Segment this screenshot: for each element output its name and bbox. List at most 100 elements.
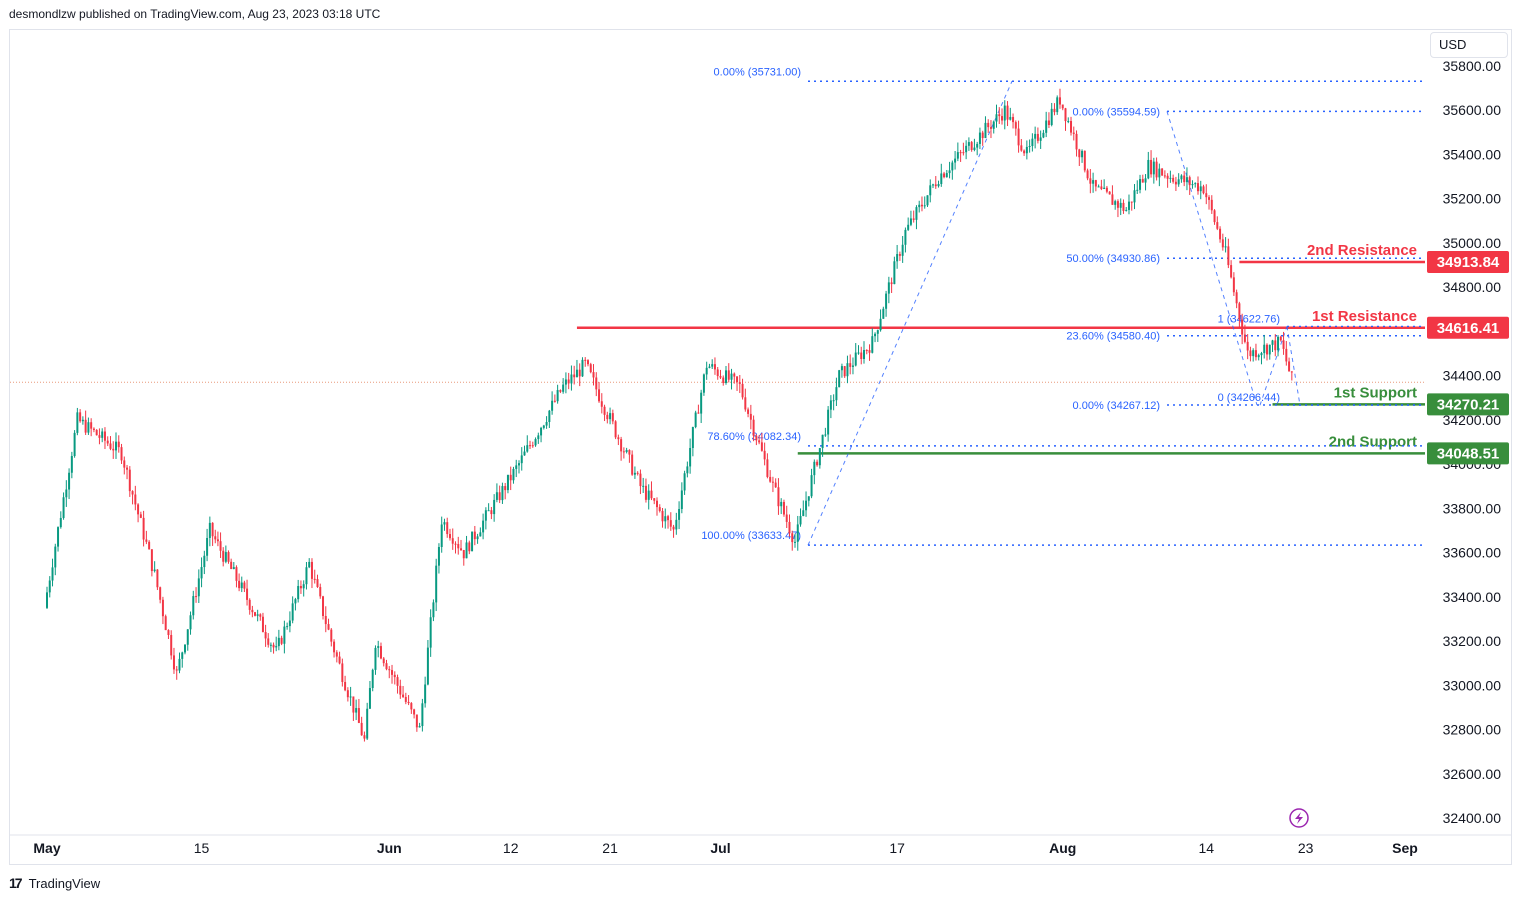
candle-body <box>995 114 998 122</box>
candle-body <box>1290 371 1293 373</box>
candle-body <box>1092 180 1095 184</box>
candle-body <box>719 376 722 378</box>
candle-body <box>705 367 708 375</box>
candle-body <box>907 224 910 230</box>
currency-button[interactable]: USD <box>1430 32 1508 58</box>
candle-body <box>1219 228 1222 240</box>
candle-body <box>1061 104 1064 109</box>
candle-body <box>1257 355 1260 358</box>
candle-body <box>562 384 565 392</box>
candle-body <box>796 524 799 542</box>
fib-level-label: 100.00% (33633.47) <box>701 530 801 542</box>
candle-body <box>396 677 399 686</box>
candle-body <box>1105 187 1108 192</box>
candle-body <box>1103 187 1106 190</box>
candle-body <box>1155 161 1158 178</box>
candle-body <box>319 587 322 597</box>
candle-body <box>451 538 454 544</box>
candle-body <box>259 614 262 617</box>
candle-body <box>371 669 374 689</box>
candle-body <box>1208 197 1211 200</box>
candle-body <box>1194 183 1197 185</box>
candle-body <box>211 522 214 537</box>
candle-body <box>1023 150 1026 154</box>
candle-body <box>391 670 394 675</box>
candle-body <box>189 615 192 630</box>
candle-body <box>929 185 932 196</box>
candle-body <box>240 582 243 589</box>
candle-body <box>103 431 106 441</box>
x-tick-label: Aug <box>1049 840 1076 856</box>
candle-body <box>722 377 725 383</box>
candle-body <box>46 592 48 608</box>
candle-body <box>609 413 612 420</box>
candle-body <box>553 400 556 402</box>
candle-body <box>1058 97 1061 105</box>
candle-body <box>509 474 512 481</box>
candle-body <box>606 414 609 420</box>
candle-body <box>161 599 164 617</box>
candle-body <box>517 463 520 466</box>
candle-body <box>799 516 802 525</box>
price-tag-label: 34913.84 <box>1437 254 1500 271</box>
candle-body <box>1191 184 1194 186</box>
candle-body <box>755 435 758 441</box>
candle-body <box>352 696 355 713</box>
candle-body <box>1232 277 1235 293</box>
candle-body <box>280 637 283 644</box>
candle-body <box>744 397 747 410</box>
candle-body <box>846 363 849 377</box>
candle-body <box>79 412 82 422</box>
candle-body <box>1265 344 1268 355</box>
candle-body <box>68 472 71 490</box>
candle-body <box>840 366 843 371</box>
candle-body <box>785 514 788 522</box>
x-tick-label: 21 <box>602 840 618 856</box>
candle-body <box>896 254 899 262</box>
candle-body <box>578 369 581 377</box>
candle-body <box>277 637 280 647</box>
candle-body <box>1185 177 1188 183</box>
candle-body <box>195 596 198 598</box>
candle-body <box>1141 179 1144 183</box>
candles <box>46 88 1293 742</box>
candle-body <box>890 282 893 285</box>
candle-body <box>1177 179 1180 185</box>
candle-body <box>523 451 526 456</box>
candle-body <box>501 486 504 501</box>
candle-body <box>1238 303 1241 320</box>
candle-body <box>650 490 653 499</box>
candle-body <box>62 497 65 518</box>
candle-body <box>584 359 587 361</box>
candle-body <box>504 486 507 491</box>
candle-body <box>1271 340 1274 345</box>
candle-body <box>421 703 424 727</box>
candle-body <box>482 520 485 533</box>
candle-body <box>1188 177 1191 186</box>
fib-level-label: 50.00% (34930.86) <box>1066 253 1160 265</box>
candle-body <box>769 476 772 482</box>
candle-body <box>711 364 714 367</box>
candle-body <box>918 204 921 208</box>
candle-body <box>248 599 251 610</box>
candle-body <box>813 461 816 476</box>
candle-body <box>109 443 112 449</box>
candle-body <box>672 526 675 530</box>
candle-body <box>1127 201 1130 210</box>
candle-body <box>137 504 140 515</box>
y-tick-label: 32400.00 <box>1443 810 1502 826</box>
candle-body <box>355 708 358 713</box>
candle-body <box>203 555 206 568</box>
candle-body <box>625 450 628 452</box>
level-lines: 2nd Resistance 1st Resistance 1st Support 2… <box>576 242 1425 455</box>
candle-body <box>294 599 297 604</box>
candle-body <box>854 352 857 366</box>
candle-body <box>184 644 187 653</box>
candle-body <box>1241 319 1244 335</box>
candle-body <box>1089 178 1092 184</box>
candle-body <box>1268 344 1271 355</box>
candle-body <box>402 694 405 697</box>
candle-body <box>747 409 750 414</box>
candle-body <box>893 261 896 285</box>
